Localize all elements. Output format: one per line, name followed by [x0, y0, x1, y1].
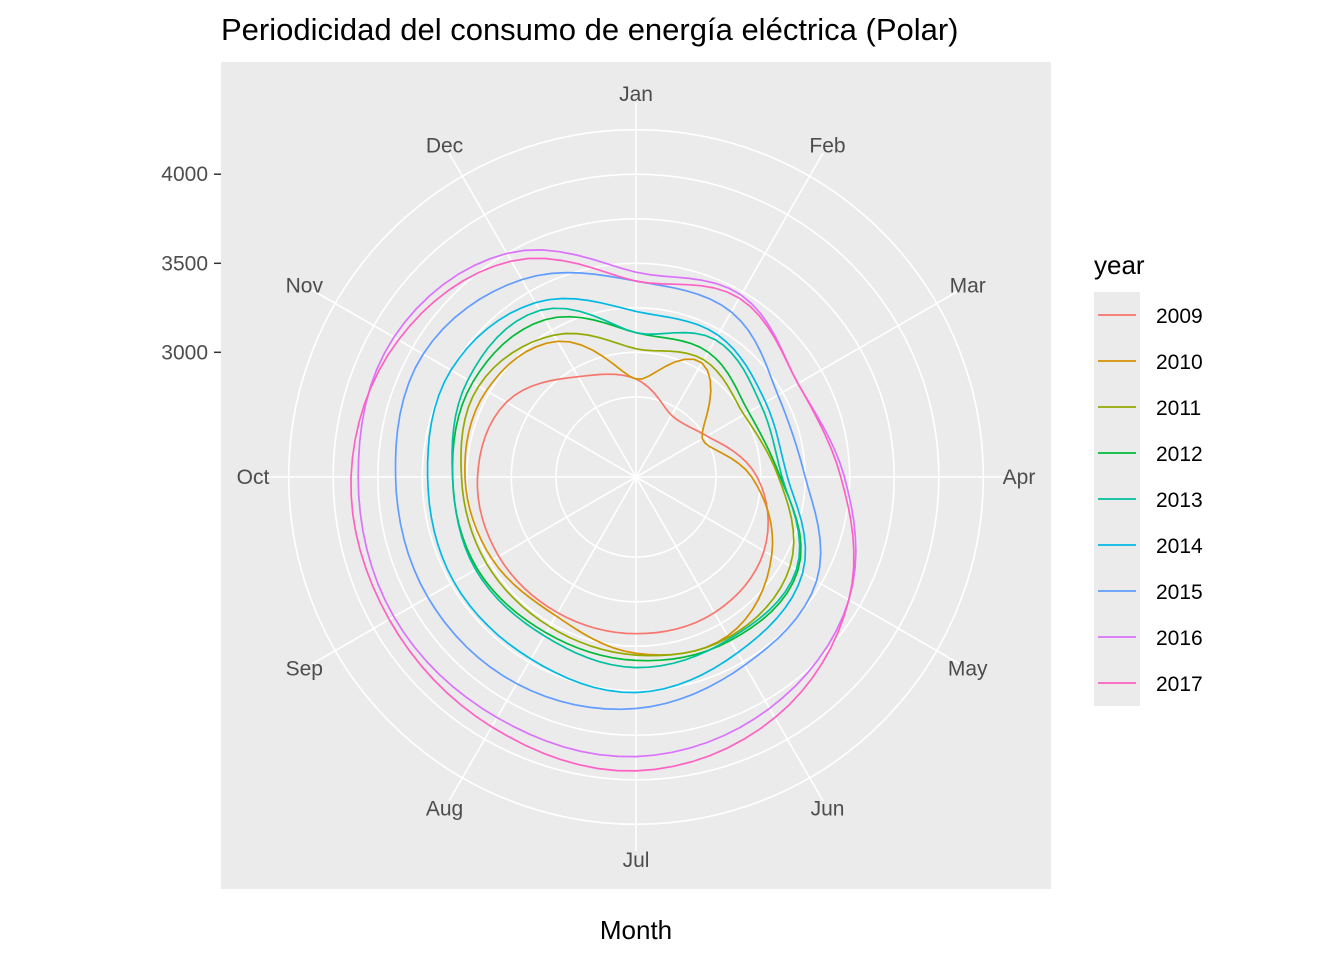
legend-title: year: [1094, 250, 1145, 280]
month-label-nov: Nov: [286, 275, 324, 298]
legend-label-2013: 2013: [1156, 489, 1203, 512]
month-label-may: May: [948, 658, 988, 681]
month-label-aug: Aug: [426, 798, 463, 821]
legend-label-2014: 2014: [1156, 535, 1203, 558]
month-label-jan: Jan: [619, 83, 653, 106]
month-label-jul: Jul: [623, 849, 650, 872]
legend-label-2010: 2010: [1156, 351, 1203, 374]
spoke-nov: [311, 289, 637, 478]
legend: year 2009 2010 2011 2012 2013 2014 2015 2016 201…: [1094, 250, 1203, 706]
series-line-2013: [451, 307, 801, 669]
series-line-2014: [426, 297, 807, 694]
spoke-feb: [635, 152, 824, 478]
legend-label-2011: 2011: [1156, 397, 1201, 420]
series-line-2009: [476, 373, 770, 635]
chart-title: Periodicidad del consumo de energía eléc…: [221, 12, 959, 47]
x-axis-title: Month: [600, 915, 672, 945]
month-labels: Jan Feb Mar Apr May Jun Jul Aug Sep Oct Nov Dec: [237, 83, 1036, 872]
legend-label-2017: 2017: [1156, 673, 1203, 696]
series-line-2010: [464, 340, 774, 656]
series-line-2012: [451, 315, 802, 662]
month-label-sep: Sep: [286, 658, 323, 681]
y-tick-label-3000: 3000: [161, 341, 208, 364]
month-label-dec: Dec: [426, 134, 463, 157]
series-lines: [350, 249, 857, 772]
polar-grid: [262, 103, 1010, 851]
legend-label-2009: 2009: [1156, 305, 1203, 328]
month-label-oct: Oct: [237, 466, 270, 489]
month-label-feb: Feb: [809, 134, 845, 157]
series-line-2015: [394, 271, 822, 711]
legend-label-2015: 2015: [1156, 581, 1203, 604]
series-line-2011: [460, 332, 795, 657]
spoke-aug: [448, 476, 637, 802]
month-label-mar: Mar: [950, 275, 986, 298]
y-tick-label-4000: 4000: [161, 163, 208, 186]
legend-label-2016: 2016: [1156, 627, 1203, 650]
spoke-sep: [311, 476, 637, 665]
month-label-jun: Jun: [811, 798, 845, 821]
y-tick-label-3500: 3500: [161, 252, 208, 275]
month-label-apr: Apr: [1003, 466, 1036, 489]
spoke-dec: [448, 152, 637, 478]
series-line-2017: [350, 257, 855, 772]
legend-label-2012: 2012: [1156, 443, 1203, 466]
y-axis: 3000 3500 4000: [161, 163, 221, 364]
